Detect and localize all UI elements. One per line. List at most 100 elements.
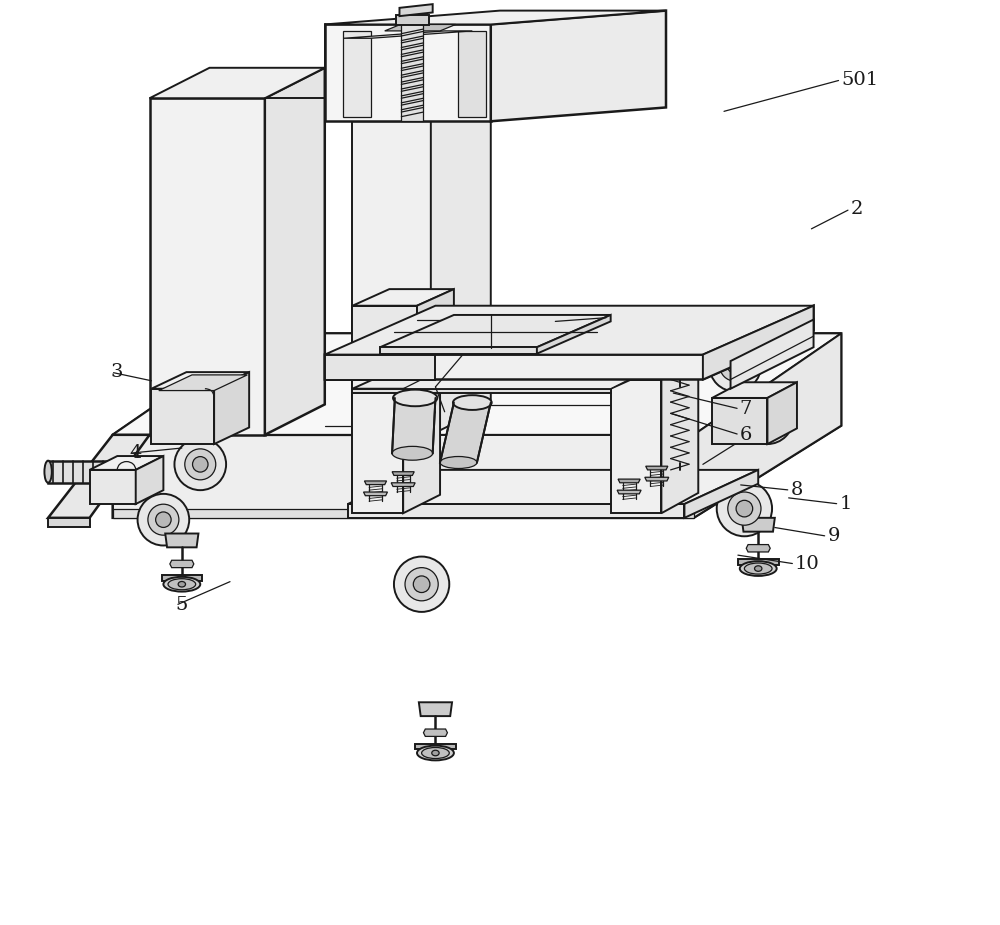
Polygon shape (458, 31, 486, 117)
Circle shape (736, 500, 753, 517)
Polygon shape (170, 561, 194, 568)
Polygon shape (491, 10, 666, 121)
Polygon shape (380, 314, 611, 347)
Polygon shape (352, 379, 403, 513)
Polygon shape (415, 744, 456, 749)
Polygon shape (391, 483, 415, 487)
Circle shape (148, 504, 179, 536)
Text: 1: 1 (839, 495, 852, 513)
Circle shape (138, 494, 189, 546)
Polygon shape (113, 509, 694, 518)
Text: 8: 8 (790, 481, 803, 500)
Circle shape (174, 438, 226, 490)
Polygon shape (325, 10, 666, 24)
Polygon shape (767, 382, 797, 444)
Polygon shape (214, 372, 249, 444)
Text: 9: 9 (827, 527, 840, 545)
Text: 7: 7 (740, 400, 752, 418)
Circle shape (760, 411, 775, 426)
Polygon shape (325, 354, 435, 379)
Polygon shape (348, 470, 758, 504)
Circle shape (728, 492, 761, 525)
Polygon shape (618, 479, 640, 483)
Polygon shape (746, 545, 770, 552)
Text: 5: 5 (175, 597, 188, 614)
Polygon shape (380, 347, 537, 353)
Polygon shape (645, 477, 669, 481)
Polygon shape (617, 490, 641, 494)
Polygon shape (661, 359, 698, 513)
Polygon shape (611, 359, 698, 379)
Polygon shape (325, 306, 814, 379)
Polygon shape (419, 702, 452, 716)
Polygon shape (325, 24, 491, 121)
Ellipse shape (163, 577, 200, 592)
Circle shape (720, 351, 751, 381)
Circle shape (156, 512, 171, 527)
Polygon shape (611, 379, 661, 513)
Polygon shape (352, 347, 703, 388)
Ellipse shape (168, 579, 196, 590)
Text: 2: 2 (850, 200, 863, 218)
Text: 10: 10 (795, 555, 820, 573)
Polygon shape (731, 319, 814, 388)
Ellipse shape (453, 395, 492, 410)
Polygon shape (325, 306, 814, 354)
Polygon shape (48, 435, 150, 518)
Ellipse shape (755, 566, 762, 572)
Ellipse shape (744, 563, 772, 574)
Circle shape (394, 557, 449, 612)
Polygon shape (364, 481, 387, 485)
Polygon shape (403, 361, 440, 513)
Polygon shape (352, 290, 454, 306)
Circle shape (193, 457, 208, 472)
Polygon shape (165, 534, 198, 548)
Polygon shape (90, 470, 136, 504)
Polygon shape (703, 306, 814, 379)
Polygon shape (150, 98, 265, 435)
Polygon shape (403, 370, 648, 388)
Polygon shape (113, 435, 694, 518)
Polygon shape (646, 466, 668, 470)
Circle shape (405, 568, 438, 601)
Polygon shape (150, 68, 325, 98)
Polygon shape (694, 333, 841, 518)
Circle shape (413, 576, 430, 593)
Polygon shape (385, 24, 456, 31)
Polygon shape (136, 456, 163, 504)
Polygon shape (712, 382, 797, 398)
Polygon shape (399, 4, 433, 16)
Ellipse shape (417, 746, 454, 760)
Polygon shape (159, 375, 247, 390)
Polygon shape (162, 575, 202, 581)
Polygon shape (401, 24, 423, 121)
Polygon shape (343, 31, 472, 38)
Polygon shape (417, 290, 454, 342)
Ellipse shape (422, 747, 449, 758)
Polygon shape (423, 729, 447, 736)
Polygon shape (113, 333, 841, 518)
Ellipse shape (392, 447, 433, 461)
Polygon shape (90, 456, 163, 470)
Text: 6: 6 (740, 426, 752, 444)
Ellipse shape (432, 750, 439, 756)
Polygon shape (684, 470, 758, 518)
Polygon shape (352, 388, 611, 393)
Circle shape (742, 392, 793, 444)
Ellipse shape (440, 457, 477, 468)
Polygon shape (48, 518, 90, 527)
Polygon shape (265, 68, 325, 435)
Circle shape (727, 358, 743, 374)
Text: 3: 3 (111, 364, 123, 381)
Polygon shape (364, 492, 387, 496)
Polygon shape (348, 504, 684, 518)
Polygon shape (343, 31, 371, 117)
Polygon shape (113, 333, 841, 435)
Circle shape (752, 402, 783, 434)
Polygon shape (396, 15, 429, 25)
Polygon shape (537, 314, 611, 353)
Ellipse shape (740, 561, 777, 576)
Polygon shape (151, 388, 214, 444)
Polygon shape (352, 92, 491, 121)
Polygon shape (48, 461, 126, 483)
